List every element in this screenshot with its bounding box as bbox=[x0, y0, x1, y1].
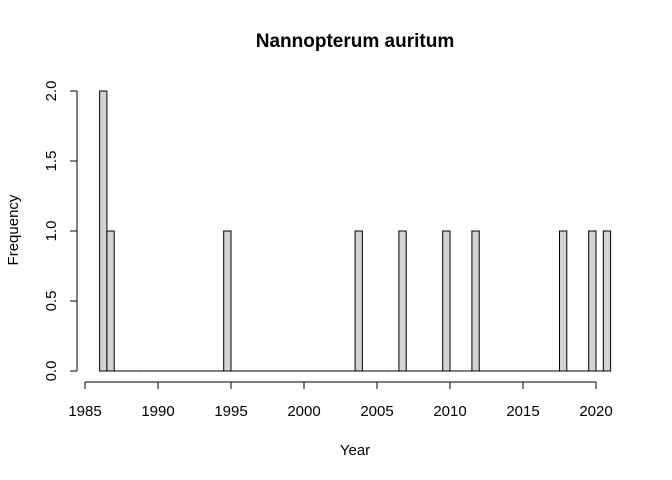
y-tick-label: 0.5 bbox=[43, 291, 60, 312]
chart-title: Nannopterum auritum bbox=[256, 31, 454, 52]
y-axis: 0.0 0.5 1.0 1.5 2.0 bbox=[43, 81, 78, 382]
x-tick-label: 2000 bbox=[287, 403, 320, 420]
histogram-bar bbox=[106, 230, 115, 372]
x-tick-label: 1990 bbox=[141, 403, 174, 420]
y-axis-label: Frequency bbox=[5, 194, 22, 265]
histogram-bar bbox=[223, 230, 232, 372]
x-tick-label: 1995 bbox=[214, 403, 247, 420]
histogram-bar bbox=[442, 230, 451, 372]
histogram-bar bbox=[398, 230, 407, 372]
histogram-bar bbox=[602, 230, 612, 372]
y-tick-label: 1.0 bbox=[43, 221, 60, 242]
y-tick-label: 2.0 bbox=[43, 81, 60, 102]
histogram-bar bbox=[471, 230, 480, 372]
x-tick-label: 1985 bbox=[68, 403, 101, 420]
x-tick-label: 2005 bbox=[360, 403, 393, 420]
histogram-bar bbox=[99, 90, 108, 372]
bars-group bbox=[99, 90, 612, 372]
histogram-bar bbox=[354, 230, 363, 372]
y-tick-label: 1.5 bbox=[43, 151, 60, 172]
x-axis-label: Year bbox=[340, 442, 370, 459]
x-tick-label: 2015 bbox=[506, 403, 539, 420]
x-axis: 1985 1990 1995 2000 2005 2010 2015 2020 bbox=[68, 381, 613, 420]
x-tick-label: 2020 bbox=[579, 403, 612, 420]
x-tick-label: 2010 bbox=[433, 403, 466, 420]
histogram-bar bbox=[588, 230, 597, 372]
histogram-bar bbox=[559, 230, 568, 372]
y-tick-label: 0.0 bbox=[43, 361, 60, 382]
